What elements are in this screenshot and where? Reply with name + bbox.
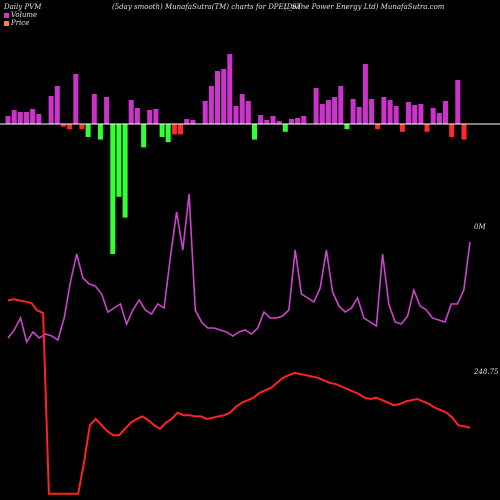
volume-bar-up: [412, 105, 418, 124]
volume-bar-up: [104, 97, 110, 124]
volume-bar-up: [319, 104, 325, 124]
volume-bar-up: [215, 71, 220, 124]
volume-bar-up: [239, 94, 245, 124]
volume-bar-up: [325, 100, 331, 124]
volume-bar-up: [455, 80, 461, 124]
price-marker-label: 248.75: [474, 368, 499, 376]
volume-bar-down: [61, 124, 66, 127]
legend-price-label: Price: [11, 19, 30, 27]
volume-bar-up: [356, 107, 362, 124]
volume-bar-down: [122, 124, 128, 218]
legend-volume-label: Volume: [11, 11, 38, 19]
volume-bar-up: [313, 88, 319, 124]
volume-bar-up: [430, 108, 436, 124]
volume-bar-up: [245, 101, 251, 124]
volume-bar-up: [276, 121, 282, 124]
volume-bar-down: [85, 124, 91, 137]
volume-bar-down: [110, 124, 116, 254]
volume-marker-label: 0M: [474, 223, 486, 231]
volume-bar-up: [233, 106, 239, 124]
volume-bar-up: [406, 102, 411, 124]
volume-bar-up: [227, 54, 233, 124]
volume-bar-up: [289, 119, 294, 124]
volume-bar-up: [443, 101, 448, 124]
volume-bar-up: [258, 115, 264, 124]
volume-bar-up: [362, 64, 368, 124]
volume-bar-up: [36, 114, 42, 124]
volume-bar-down: [165, 124, 171, 143]
volume-bar-up: [264, 120, 270, 124]
volume-bar-down: [141, 124, 147, 148]
volume-bar-up: [418, 104, 424, 124]
volume-bar-down: [344, 124, 350, 130]
volume-bar-up: [350, 99, 356, 124]
volume-bar-down: [375, 124, 381, 130]
volume-line: [7, 193, 471, 344]
volume-bar-down: [67, 124, 73, 130]
volume-bar-up: [190, 120, 196, 124]
legend-volume: Volume: [4, 11, 37, 19]
volume-bar-up: [91, 94, 97, 124]
volume-bar-up: [393, 106, 399, 124]
volume-bar-down: [461, 124, 467, 140]
volume-bar-up: [270, 116, 276, 124]
volume-bar-up: [301, 116, 307, 124]
volume-bar-up: [54, 86, 60, 124]
volume-bar-up: [153, 109, 159, 124]
volume-bar-up: [295, 118, 301, 124]
legend-price-swatch: [4, 20, 9, 26]
volume-bar-up: [11, 110, 17, 124]
volume-bar-up: [147, 110, 153, 124]
chart-header-left: Daily PVM: [4, 3, 42, 11]
volume-bar-down: [97, 124, 103, 140]
volume-bar-up: [369, 99, 375, 124]
volume-bar-up: [338, 86, 344, 124]
chart-header-right: (Divine Power Energy Ltd) MunafaSutra.co…: [284, 3, 445, 11]
volume-bar-down: [159, 124, 165, 137]
volume-bar-down: [178, 124, 183, 135]
volume-bar-down: [252, 124, 257, 140]
volume-bar-up: [128, 100, 134, 124]
price-line: [7, 298, 471, 495]
volume-bar-down: [79, 124, 85, 130]
volume-bar-up: [134, 108, 140, 124]
volume-bar-down: [449, 124, 455, 137]
chart-header-center: (5day smooth) MunafaSutra(TM) charts for…: [112, 3, 302, 11]
legend-price: Price: [4, 19, 29, 27]
volume-bar-up: [208, 86, 214, 124]
volume-bar-up: [381, 97, 387, 124]
volume-bar-up: [332, 97, 338, 124]
volume-bar-down: [282, 124, 288, 132]
volume-bar-up: [436, 113, 442, 124]
volume-bar-down: [424, 124, 430, 132]
volume-bar-up: [221, 69, 227, 124]
legend-volume-swatch: [4, 12, 9, 18]
volume-bar-down: [116, 124, 122, 197]
volume-bar-up: [48, 96, 54, 124]
volume-bar-up: [24, 112, 29, 124]
volume-bar-up: [17, 112, 23, 124]
volume-bar-up: [30, 109, 36, 124]
volume-bar-up: [202, 101, 208, 124]
volume-bar-up: [73, 74, 79, 124]
volume-bar-up: [184, 119, 190, 124]
volume-bar-down: [171, 124, 177, 135]
volume-bar-up: [387, 100, 393, 124]
volume-bar-up: [5, 116, 11, 124]
volume-bar-down: [399, 124, 405, 132]
